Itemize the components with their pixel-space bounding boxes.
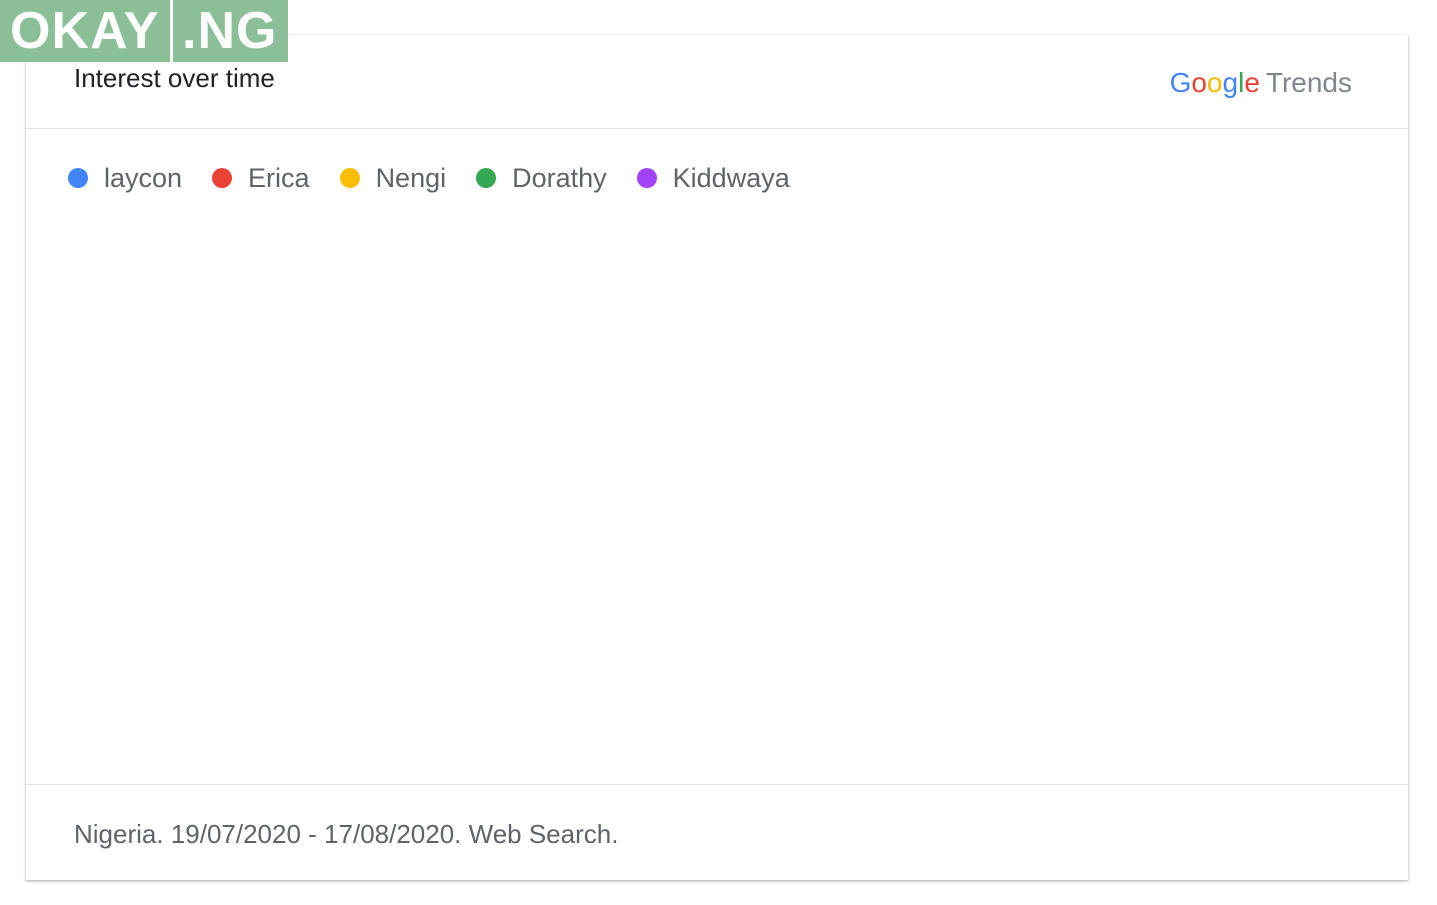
legend-dot (339, 168, 360, 188)
trends-wordmark: Trends (1265, 67, 1352, 98)
footer-caption: Nigeria. 19/07/2020 - 17/08/2020. Web Se… (74, 819, 619, 849)
google-trends-logo: Google Trends (1170, 67, 1352, 103)
card-title: Interest over time (74, 63, 275, 93)
google-letter: o (1191, 67, 1207, 98)
legend-label: laycon (104, 162, 183, 193)
google-letter: G (1169, 67, 1192, 98)
card-footer: Nigeria. 19/07/2020 - 17/08/2020. Web Se… (26, 784, 1408, 881)
chart-legend: laycon Erica Nengi Dorathy Kiddwaya (68, 160, 790, 196)
legend-label: Dorathy (512, 162, 607, 193)
legend-dot (636, 168, 657, 188)
google-letter: g (1222, 67, 1239, 98)
legend-label: Nengi (375, 162, 447, 193)
watermark-right-text: .NG (182, 2, 278, 60)
legend-dot (68, 168, 88, 188)
google-letter: e (1244, 67, 1260, 98)
legend-item-erica[interactable]: Erica (212, 163, 310, 194)
interest-over-time-card: Interest over time Google Trends laycon Er… (26, 35, 1408, 880)
okay-ng-watermark: OKAY .NG (0, 0, 288, 62)
watermark-divider (170, 0, 173, 62)
legend-item-laycon[interactable]: laycon (68, 163, 182, 194)
legend-label: Kiddwaya (672, 162, 790, 193)
legend-item-dorathy[interactable]: Dorathy (476, 163, 607, 194)
card-header: Interest over time Google Trends (26, 35, 1408, 129)
legend-dot (476, 168, 497, 188)
legend-label: Erica (248, 162, 310, 193)
google-wordmark: Google (1170, 67, 1260, 98)
legend-item-kiddwaya[interactable]: Kiddwaya (636, 162, 790, 194)
google-letter: o (1206, 67, 1223, 98)
google-letter: l (1238, 67, 1245, 98)
legend-dot (212, 168, 233, 188)
watermark-left-text: OKAY (10, 2, 160, 60)
legend-item-nengi[interactable]: Nengi (339, 162, 447, 194)
